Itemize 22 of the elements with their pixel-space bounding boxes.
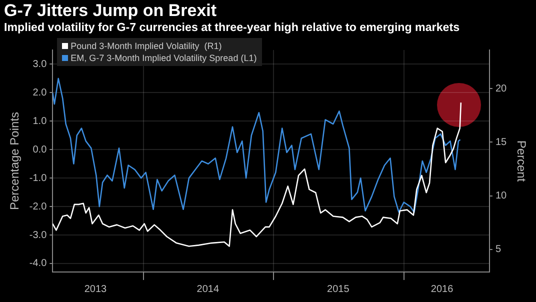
y-tick-label: 0.0 <box>32 144 48 156</box>
x-tick-label: 2016 <box>430 284 454 295</box>
y-tick-label: 1.0 <box>32 116 48 127</box>
y-tick-label: -4.0 <box>29 258 48 270</box>
x-tick-label: 2015 <box>327 284 350 295</box>
chart-subtitle: Implied volatility for G-7 currencies at three-year high relative to emerging markets <box>4 21 460 34</box>
y-tick-label: 3.0 <box>32 58 48 70</box>
y2-tick-label: 5 <box>495 244 502 256</box>
chart-title: G-7 Jitters Jump on Brexit <box>4 1 217 21</box>
y-axis-title: Percentage Points <box>8 112 22 210</box>
x-tick-label: 2013 <box>84 284 108 295</box>
y2-axis-title: Percent <box>514 140 528 182</box>
y2-tick-label: 15 <box>495 136 508 148</box>
legend-label: Pound 3-Month Implied Volatility (R1) <box>70 41 222 51</box>
y-tick-label: -2.0 <box>29 201 48 212</box>
y2-tick-label: 10 <box>495 190 508 202</box>
legend-label: EM, G-7 3-Month Implied Volatility Spread (L1) <box>70 53 257 63</box>
y2-tick-label: 20 <box>495 83 508 94</box>
y-tick-label: 2.0 <box>32 87 48 98</box>
x-tick-label: 2014 <box>196 284 220 295</box>
y-tick-label: -1.0 <box>29 172 48 184</box>
y-tick-label: -3.0 <box>29 230 48 241</box>
